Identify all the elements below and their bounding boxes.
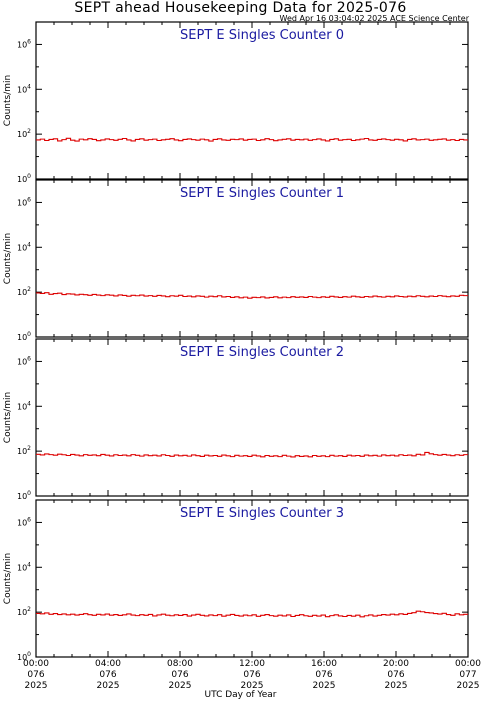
x-tick-label: 12:00 [239,659,265,669]
y-tick-label: 100 [17,490,31,501]
x-tick-label: 20:00 [383,659,409,669]
series-line [36,451,468,458]
panel-frame [35,338,469,497]
x-tick-label: 2025 [25,681,48,691]
y-axis-label: Counts/min [3,392,13,443]
x-tick-label: 076 [243,670,260,680]
panel-frame [35,499,469,658]
y-tick-label: 106 [17,38,31,49]
y-tick-label: 106 [17,355,31,366]
y-tick-label: 100 [17,331,31,342]
y-tick-label: 102 [17,445,31,456]
x-tick-label: 076 [27,670,44,680]
y-tick-label: 100 [17,173,31,184]
y-axis-label: Counts/min [3,553,13,604]
y-axis-label: Counts/min [3,75,13,126]
panel-title: SEPT E Singles Counter 1 [180,186,344,201]
x-tick-label: 00:00 [455,659,481,669]
panel-title: SEPT E Singles Counter 3 [180,506,344,521]
series-line [36,292,468,299]
x-tick-label: 2025 [313,681,336,691]
generation-timestamp: Wed Apr 16 03:04:02 2025 ACE Science Cen… [279,14,469,23]
y-tick-label: 106 [17,196,31,207]
y-tick-label: 102 [17,286,31,297]
series-line [36,137,468,142]
x-tick-label: 2025 [97,681,120,691]
y-tick-label: 102 [17,128,31,139]
x-tick-label: 2025 [241,681,264,691]
chart-title: SEPT ahead Housekeeping Data for 2025-07… [74,0,407,16]
x-tick-label: 2025 [169,681,192,691]
panel-frame [35,179,469,338]
y-tick-label: 100 [17,651,31,662]
x-tick-label: 077 [459,670,476,680]
panel-title: SEPT E Singles Counter 0 [180,28,344,43]
x-tick-label: 00:00 [23,659,49,669]
y-tick-label: 104 [17,561,31,572]
x-axis-title: UTC Day of Year [204,690,277,700]
panel-frame [35,21,469,180]
x-tick-label: 076 [387,670,404,680]
y-tick-label: 104 [17,400,31,411]
x-tick-label: 2025 [385,681,408,691]
x-tick-label: 04:00 [95,659,121,669]
x-tick-label: 076 [171,670,188,680]
x-tick-label: 076 [315,670,332,680]
y-tick-label: 104 [17,241,31,252]
x-tick-label: 08:00 [167,659,193,669]
x-tick-label: 076 [99,670,116,680]
y-axis-label: Counts/min [3,233,13,284]
y-tick-label: 106 [17,516,31,527]
x-tick-label: 16:00 [311,659,337,669]
series-line [36,610,468,618]
x-tick-label: 2025 [457,681,480,691]
y-tick-label: 104 [17,83,31,94]
panel-title: SEPT E Singles Counter 2 [180,345,344,360]
y-tick-label: 102 [17,606,31,617]
